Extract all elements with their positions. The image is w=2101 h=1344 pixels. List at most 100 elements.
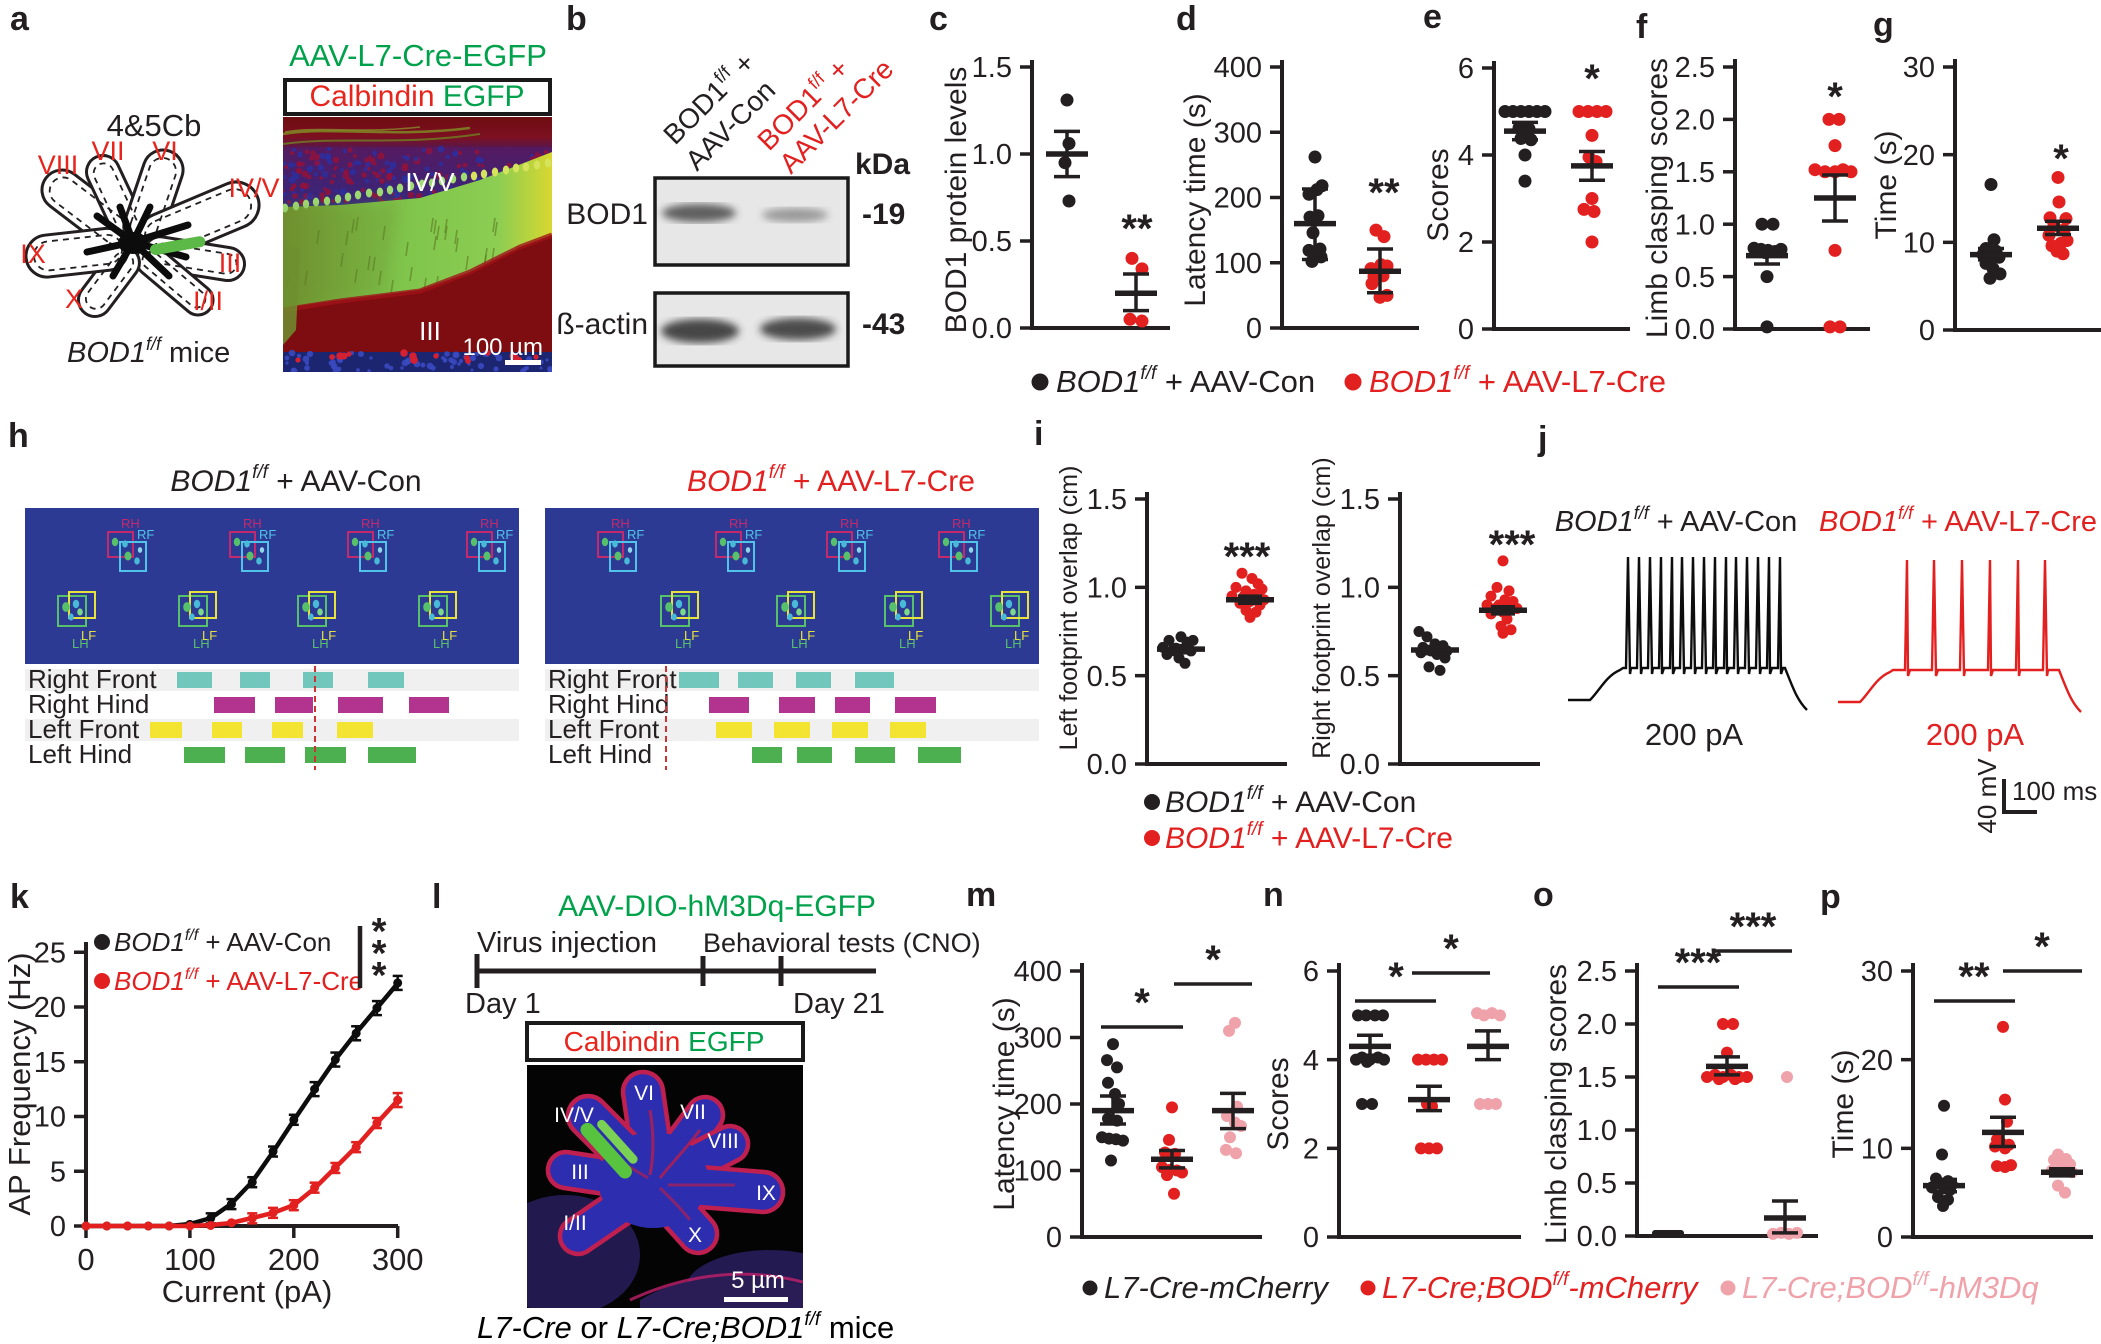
svg-text:BOD1f/f + AAV-Con: BOD1f/f + AAV-Con bbox=[170, 462, 421, 498]
svg-text:X: X bbox=[688, 1224, 702, 1247]
svg-text:j: j bbox=[1537, 420, 1547, 458]
svg-text:1.5: 1.5 bbox=[1675, 157, 1715, 189]
svg-text:LH: LH bbox=[675, 636, 692, 651]
svg-text:2.5: 2.5 bbox=[1675, 52, 1715, 84]
svg-text:III: III bbox=[419, 316, 441, 346]
svg-text:b: b bbox=[566, 0, 587, 38]
svg-text:Left footprint overlap (cm): Left footprint overlap (cm) bbox=[1055, 466, 1083, 751]
svg-text:LH: LH bbox=[791, 636, 808, 651]
svg-text:RH: RH bbox=[243, 516, 262, 531]
svg-text:4&5Cb: 4&5Cb bbox=[107, 108, 202, 143]
svg-text:**: ** bbox=[1958, 955, 1990, 999]
svg-text:Left Hind: Left Hind bbox=[548, 739, 652, 769]
svg-text:Calbindin EGFP: Calbindin EGFP bbox=[564, 1026, 765, 1057]
svg-text:AAV-DIO-hM3Dq-EGFP: AAV-DIO-hM3Dq-EGFP bbox=[558, 890, 876, 923]
svg-text:Scores: Scores bbox=[1262, 1057, 1295, 1150]
svg-text:5: 5 bbox=[50, 1156, 66, 1188]
svg-text:4: 4 bbox=[1458, 140, 1474, 172]
svg-text:Left Hind: Left Hind bbox=[28, 739, 132, 769]
svg-text:**: ** bbox=[1121, 207, 1153, 251]
svg-text:200: 200 bbox=[1014, 1089, 1062, 1121]
svg-text:0.5: 0.5 bbox=[972, 226, 1012, 258]
svg-text:*: * bbox=[1388, 955, 1404, 999]
svg-text:BOD1f/f mice: BOD1f/f mice bbox=[67, 334, 230, 369]
svg-text:0: 0 bbox=[1046, 1222, 1062, 1254]
svg-text:0.0: 0.0 bbox=[1087, 749, 1127, 781]
svg-text:LF: LF bbox=[442, 628, 457, 643]
svg-text:200: 200 bbox=[268, 1242, 320, 1277]
svg-text:-19: -19 bbox=[862, 198, 905, 231]
svg-text:*: * bbox=[372, 933, 387, 975]
svg-text:0.0: 0.0 bbox=[1675, 314, 1715, 346]
svg-text:1.5: 1.5 bbox=[1577, 1062, 1617, 1094]
svg-text:Right Front: Right Front bbox=[28, 664, 157, 694]
svg-text:L7-Cre or L7-Cre;BOD1f/f mice: L7-Cre or L7-Cre;BOD1f/f mice bbox=[477, 1309, 894, 1344]
svg-text:AAV-L7-Cre-EGFP: AAV-L7-Cre-EGFP bbox=[289, 38, 547, 73]
svg-text:BOD1f/f + AAV-Con: BOD1f/f + AAV-Con bbox=[1056, 363, 1315, 399]
svg-text:RF: RF bbox=[377, 527, 394, 542]
svg-text:30: 30 bbox=[1903, 52, 1935, 84]
svg-text:BOD1f/f + AAV-Con: BOD1f/f + AAV-Con bbox=[1165, 783, 1416, 819]
svg-text:IX: IX bbox=[756, 1182, 776, 1205]
svg-text:IV/V: IV/V bbox=[228, 173, 279, 203]
svg-text:RH: RH bbox=[729, 516, 748, 531]
svg-text:0: 0 bbox=[1919, 315, 1935, 347]
svg-text:*: * bbox=[1134, 981, 1150, 1025]
svg-text:6: 6 bbox=[1303, 956, 1319, 988]
svg-text:2.0: 2.0 bbox=[1577, 1009, 1617, 1041]
svg-text:c: c bbox=[929, 0, 948, 38]
svg-text:LH: LH bbox=[72, 636, 89, 651]
svg-text:1.5: 1.5 bbox=[1340, 484, 1380, 516]
svg-text:VIII: VIII bbox=[707, 1130, 739, 1153]
svg-text:RH: RH bbox=[611, 516, 630, 531]
svg-text:BOD1f/f + AAV-L7-Cre: BOD1f/f + AAV-L7-Cre bbox=[1819, 503, 2097, 538]
svg-text:***: *** bbox=[1224, 535, 1271, 579]
svg-text:RH: RH bbox=[121, 516, 140, 531]
svg-text:n: n bbox=[1263, 876, 1284, 914]
svg-text:0: 0 bbox=[77, 1242, 94, 1277]
svg-text:0.5: 0.5 bbox=[1340, 661, 1380, 693]
svg-text:Left Front: Left Front bbox=[548, 714, 660, 744]
svg-text:100: 100 bbox=[1014, 1156, 1062, 1188]
svg-text:Calbindin EGFP: Calbindin EGFP bbox=[309, 80, 524, 113]
svg-text:20: 20 bbox=[1861, 1045, 1893, 1077]
svg-text:o: o bbox=[1533, 876, 1554, 914]
svg-text:0.5: 0.5 bbox=[1675, 262, 1715, 294]
svg-text:LF: LF bbox=[202, 628, 217, 643]
svg-text:0.0: 0.0 bbox=[1577, 1221, 1617, 1253]
svg-text:RH: RH bbox=[840, 516, 859, 531]
svg-text:6: 6 bbox=[1458, 53, 1474, 85]
svg-text:LF: LF bbox=[321, 628, 336, 643]
svg-text:Behavioral tests (CNO): Behavioral tests (CNO) bbox=[703, 928, 981, 958]
svg-text:0: 0 bbox=[1303, 1222, 1319, 1254]
svg-text:L7-Cre;BODf/f-hM3Dq: L7-Cre;BODf/f-hM3Dq bbox=[1742, 1269, 2039, 1305]
svg-text:LH: LH bbox=[899, 636, 916, 651]
svg-text:10: 10 bbox=[1903, 227, 1935, 259]
svg-text:100: 100 bbox=[1214, 248, 1262, 280]
svg-text:RF: RF bbox=[968, 527, 985, 542]
svg-text:**: ** bbox=[1368, 171, 1400, 215]
svg-text:1.0: 1.0 bbox=[1577, 1115, 1617, 1147]
svg-text:Virus injection: Virus injection bbox=[477, 927, 657, 959]
svg-text:5 µm: 5 µm bbox=[731, 1267, 785, 1294]
svg-text:g: g bbox=[1873, 6, 1894, 44]
svg-text:15: 15 bbox=[34, 1047, 66, 1079]
svg-text:***: *** bbox=[1675, 941, 1722, 985]
svg-text:0.0: 0.0 bbox=[972, 313, 1012, 345]
svg-text:*: * bbox=[372, 911, 387, 953]
svg-text:*: * bbox=[1827, 75, 1843, 119]
svg-text:20: 20 bbox=[1903, 140, 1935, 172]
svg-text:p: p bbox=[1820, 878, 1841, 916]
svg-text:***: *** bbox=[1489, 523, 1536, 567]
svg-text:2: 2 bbox=[1303, 1133, 1319, 1165]
svg-text:kDa: kDa bbox=[855, 148, 910, 181]
svg-text:300: 300 bbox=[1014, 1023, 1062, 1055]
svg-text:Right Hind: Right Hind bbox=[548, 689, 669, 719]
svg-text:RH: RH bbox=[952, 516, 971, 531]
svg-text:LF: LF bbox=[908, 628, 923, 643]
svg-text:Latency time (s): Latency time (s) bbox=[988, 997, 1021, 1210]
svg-text:200 pA: 200 pA bbox=[1645, 717, 1744, 752]
svg-text:2: 2 bbox=[1458, 227, 1474, 259]
svg-text:I/II: I/II bbox=[193, 286, 223, 316]
svg-text:BOD1 protein levels: BOD1 protein levels bbox=[940, 67, 973, 334]
